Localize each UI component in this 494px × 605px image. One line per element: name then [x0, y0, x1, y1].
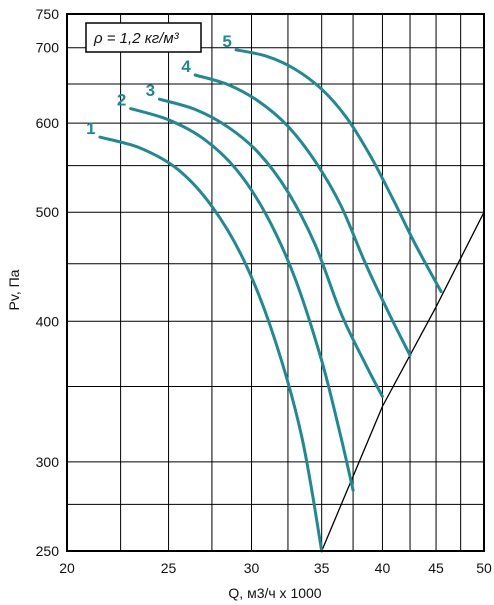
- x-tick-label: 45: [428, 560, 444, 576]
- curve-3: [157, 97, 384, 398]
- curve-label-2: 2: [117, 91, 126, 110]
- x-tick-label: 25: [161, 560, 177, 576]
- x-axis-title: Q, м3/ч х 1000: [228, 585, 321, 601]
- x-tick-label: 20: [59, 560, 75, 576]
- curve-4: [193, 73, 412, 357]
- y-tick-label: 700: [36, 40, 60, 56]
- x-tick-labels: 20 25 30 35 40 45 50: [59, 560, 492, 576]
- x-tick-label: 35: [314, 560, 330, 576]
- grid: [66, 13, 485, 552]
- curves-group: [98, 48, 443, 553]
- y-tick-labels: 250 300 400 500 600 700 750: [36, 6, 60, 559]
- curve-label-4: 4: [181, 57, 191, 76]
- y-tick-label: 500: [36, 204, 60, 220]
- curve-5: [234, 48, 443, 294]
- curve-label-5: 5: [222, 32, 231, 51]
- y-tick-label: 750: [36, 6, 60, 22]
- curve-labels: 1 2 3 4 5: [86, 32, 232, 138]
- plot-frame: [66, 13, 485, 552]
- curve-label-3: 3: [146, 81, 155, 100]
- curve-2: [129, 107, 355, 492]
- curve-label-1: 1: [86, 119, 95, 138]
- y-axis-title: Pv, Па: [6, 269, 22, 310]
- y-tick-label: 600: [36, 115, 60, 131]
- annotation-box: ρ = 1,2 кг/м³: [85, 22, 202, 53]
- x-tick-label: 50: [476, 560, 492, 576]
- system-line-group: [321, 211, 485, 552]
- y-tick-label: 400: [36, 313, 60, 329]
- y-tick-label: 250: [36, 543, 60, 559]
- x-tick-label: 40: [375, 560, 391, 576]
- annotation-text: ρ = 1,2 кг/м³: [93, 30, 180, 47]
- system-line: [321, 211, 485, 552]
- x-tick-label: 30: [244, 560, 260, 576]
- curve-1: [98, 135, 324, 553]
- annotation-frame: [85, 22, 202, 53]
- y-tick-label: 300: [36, 454, 60, 470]
